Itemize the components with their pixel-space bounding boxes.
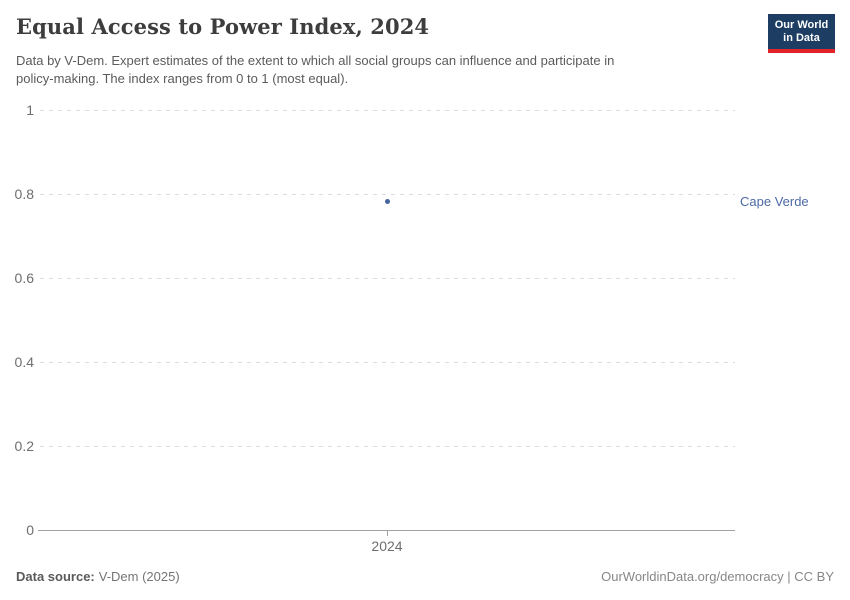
chart-subtitle: Data by V-Dem. Expert estimates of the e… — [16, 52, 614, 88]
gridline-0-2 — [40, 446, 735, 447]
y-tick-label-0-6: 0.6 — [14, 270, 34, 286]
subtitle-line-2: policy-making. The index ranges from 0 t… — [16, 71, 349, 86]
y-tick-label-0-4: 0.4 — [14, 354, 34, 370]
owid-logo[interactable]: Our World in Data — [768, 14, 835, 53]
x-axis-tick-2024 — [387, 531, 388, 536]
data-point-cape-verde[interactable] — [385, 199, 390, 204]
gridline-1 — [40, 110, 735, 111]
data-source-label: Data source: — [16, 569, 95, 584]
gridline-0-8 — [40, 194, 735, 195]
owid-logo-line2: in Data — [783, 31, 820, 44]
gridline-0-4 — [40, 362, 735, 363]
gridline-0-6 — [40, 278, 735, 279]
y-tick-label-0: 0 — [26, 522, 34, 538]
data-source-note: Data source: V-Dem (2025) — [16, 569, 180, 584]
y-tick-label-1: 1 — [26, 102, 34, 118]
x-axis-line — [38, 530, 735, 531]
data-source-value: V-Dem (2025) — [98, 569, 180, 584]
subtitle-line-1: Data by V-Dem. Expert estimates of the e… — [16, 53, 615, 68]
page-title: Equal Access to Power Index, 2024 — [16, 14, 430, 39]
owid-logo-line1: Our World — [774, 19, 829, 31]
y-tick-label-0-2: 0.2 — [14, 438, 34, 454]
entity-label-cape-verde[interactable]: Cape Verde — [740, 194, 809, 209]
x-tick-label-2024: 2024 — [371, 538, 403, 554]
credit-link[interactable]: OurWorldinData.org/democracy | CC BY — [601, 569, 834, 584]
y-tick-label-0-8: 0.8 — [14, 186, 34, 202]
